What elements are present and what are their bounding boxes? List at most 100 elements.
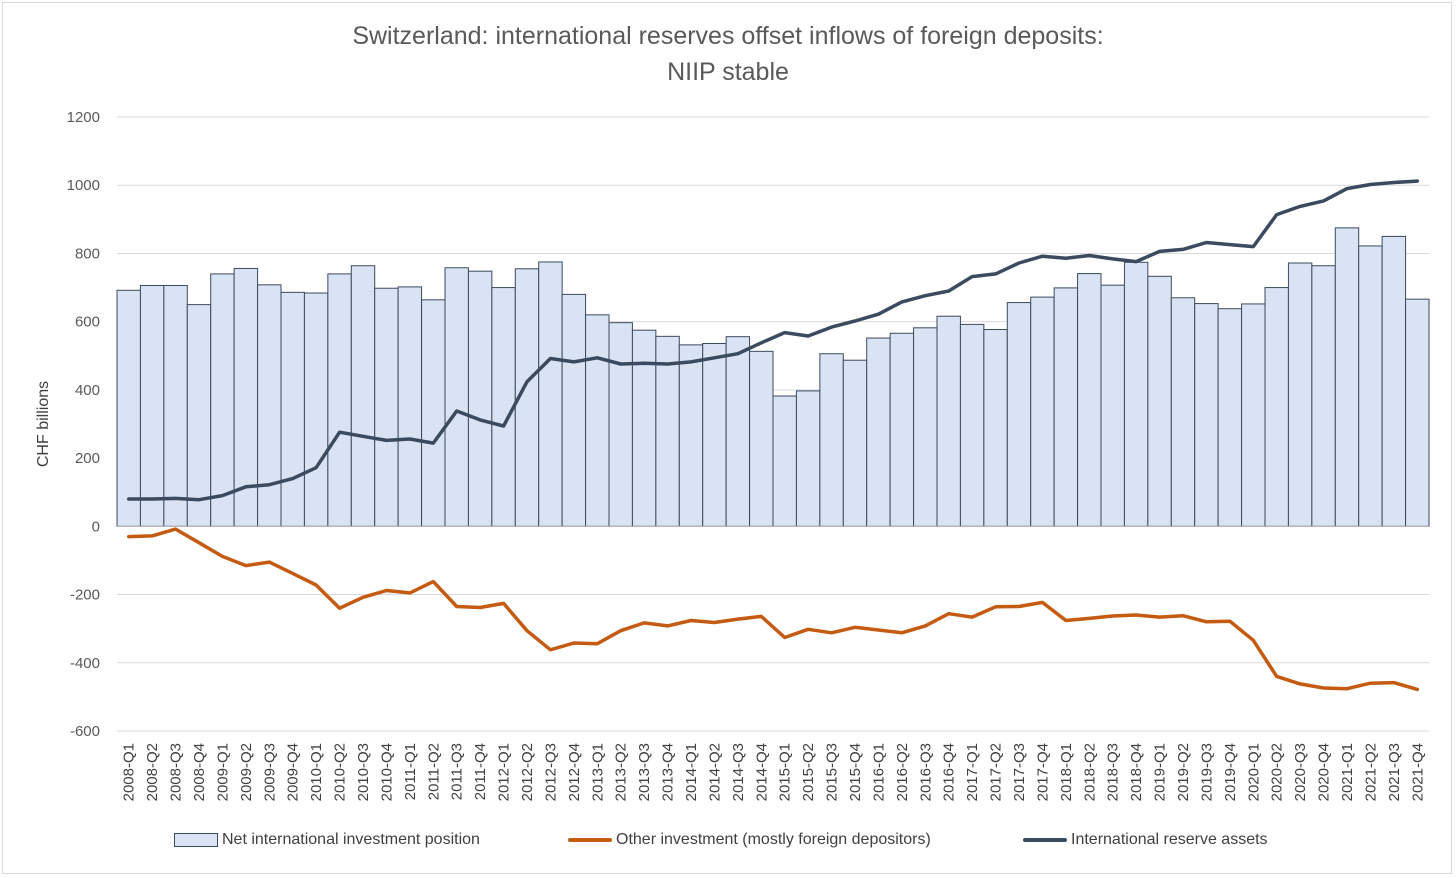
x-tick-label: 2021-Q3 bbox=[1386, 743, 1403, 801]
x-tick-label: 2012-Q1 bbox=[496, 743, 513, 801]
bar bbox=[444, 267, 469, 527]
legend-swatch-reserves bbox=[1023, 838, 1067, 842]
bar bbox=[210, 273, 235, 527]
x-tick-label: 2019-Q3 bbox=[1198, 743, 1215, 801]
x-tick-label: 2008-Q3 bbox=[168, 743, 185, 801]
bar bbox=[1170, 297, 1196, 527]
chart-legend: Net international investment position Ot… bbox=[0, 831, 1456, 855]
bar bbox=[467, 270, 493, 527]
bar bbox=[983, 329, 1008, 527]
x-tick-label: 2021-Q2 bbox=[1362, 743, 1379, 801]
bar bbox=[257, 284, 282, 527]
x-tick-label: 2015-Q1 bbox=[777, 743, 794, 801]
x-tick-label: 2014-Q1 bbox=[683, 743, 700, 801]
bar bbox=[397, 286, 423, 527]
x-tick-label: 2020-Q1 bbox=[1245, 743, 1262, 801]
bar bbox=[327, 273, 352, 527]
x-tick-label: 2018-Q3 bbox=[1105, 743, 1122, 801]
x-tick-label: 2011-Q1 bbox=[402, 743, 419, 800]
bar bbox=[303, 292, 329, 527]
bar bbox=[1100, 284, 1125, 527]
bar bbox=[1241, 303, 1266, 527]
bar bbox=[678, 344, 704, 527]
y-tick-label: -600 bbox=[70, 723, 100, 740]
y-tick-label: -200 bbox=[70, 587, 100, 604]
bar bbox=[795, 390, 821, 527]
bar bbox=[1194, 303, 1219, 527]
x-tick-label: 2016-Q2 bbox=[894, 743, 911, 801]
bar bbox=[959, 323, 985, 527]
x-tick-label: 2012-Q4 bbox=[566, 743, 583, 801]
bar bbox=[421, 299, 446, 527]
legend-swatch-niip bbox=[174, 833, 218, 847]
y-tick-label: 800 bbox=[75, 245, 100, 262]
bar bbox=[1147, 275, 1172, 527]
bar bbox=[772, 395, 797, 527]
bar bbox=[538, 261, 563, 527]
x-tick-label: 2013-Q2 bbox=[613, 743, 630, 801]
legend-item-niip: Net international investment position bbox=[174, 831, 480, 849]
bar bbox=[936, 315, 961, 527]
x-tick-label: 2015-Q3 bbox=[824, 743, 841, 801]
bar bbox=[1123, 261, 1149, 527]
bar bbox=[163, 285, 188, 527]
x-tick-label: 2017-Q1 bbox=[964, 743, 981, 801]
y-tick-label: 400 bbox=[75, 382, 100, 399]
x-tick-label: 2015-Q4 bbox=[847, 743, 864, 801]
bar bbox=[889, 332, 915, 527]
legend-swatch-other-investment bbox=[568, 838, 612, 842]
chart-title: Switzerland: international reserves offs… bbox=[352, 22, 1104, 50]
x-tick-label: 2012-Q3 bbox=[542, 743, 559, 801]
bar bbox=[1334, 227, 1360, 527]
y-tick-label: 1000 bbox=[67, 177, 100, 194]
x-tick-label: 2021-Q1 bbox=[1339, 743, 1356, 801]
bar bbox=[374, 287, 399, 527]
y-tick-label: 0 bbox=[92, 518, 100, 535]
y-axis-title: CHF billions bbox=[35, 381, 52, 467]
x-tick-label: 2013-Q3 bbox=[636, 743, 653, 801]
bar bbox=[702, 342, 727, 527]
legend-item-other-investment: Other investment (mostly foreign deposit… bbox=[568, 831, 931, 849]
x-tick-label: 2016-Q4 bbox=[941, 743, 958, 801]
x-tick-label: 2011-Q4 bbox=[472, 743, 489, 800]
bar bbox=[1381, 235, 1407, 527]
bar bbox=[139, 285, 165, 527]
x-tick-label: 2014-Q4 bbox=[753, 743, 770, 801]
x-tick-label: 2017-Q3 bbox=[1011, 743, 1028, 801]
x-tick-label: 2010-Q3 bbox=[355, 743, 372, 801]
bar bbox=[866, 337, 891, 527]
x-tick-label: 2013-Q4 bbox=[660, 743, 677, 801]
bar bbox=[1030, 296, 1055, 527]
bar bbox=[116, 289, 141, 527]
legend-label-reserves: International reserve assets bbox=[1071, 831, 1268, 848]
x-tick-label: 2017-Q4 bbox=[1034, 743, 1051, 801]
bar bbox=[1006, 302, 1032, 527]
x-tick-label: 2010-Q1 bbox=[308, 743, 325, 801]
x-tick-label: 2013-Q1 bbox=[589, 743, 606, 801]
x-tick-label: 2019-Q1 bbox=[1152, 743, 1169, 801]
x-tick-label: 2010-Q2 bbox=[332, 743, 349, 801]
bar bbox=[1358, 245, 1383, 527]
bar bbox=[1287, 262, 1313, 527]
y-tick-label: -400 bbox=[70, 655, 100, 672]
x-tick-label: 2011-Q2 bbox=[425, 743, 442, 800]
x-tick-label: 2020-Q4 bbox=[1316, 743, 1333, 801]
series-line-reserves bbox=[126, 179, 1420, 502]
bar bbox=[1311, 265, 1336, 527]
x-tick-label: 2009-Q4 bbox=[285, 743, 302, 801]
bar bbox=[608, 322, 633, 527]
x-tick-label: 2019-Q2 bbox=[1175, 743, 1192, 801]
x-tick-label: 2016-Q3 bbox=[917, 743, 934, 801]
x-tick-label: 2020-Q3 bbox=[1292, 743, 1309, 801]
x-tick-label: 2009-Q1 bbox=[214, 743, 231, 801]
x-tick-label: 2010-Q4 bbox=[378, 743, 395, 801]
x-tick-label: 2014-Q2 bbox=[706, 743, 723, 801]
x-tick-label: 2016-Q1 bbox=[870, 743, 887, 801]
x-tick-label: 2017-Q2 bbox=[988, 743, 1005, 801]
bar bbox=[280, 291, 305, 527]
x-tick-label: 2008-Q4 bbox=[191, 743, 208, 801]
bar bbox=[1264, 287, 1289, 527]
bar bbox=[842, 359, 868, 527]
x-tick-label: 2009-Q3 bbox=[261, 743, 278, 801]
